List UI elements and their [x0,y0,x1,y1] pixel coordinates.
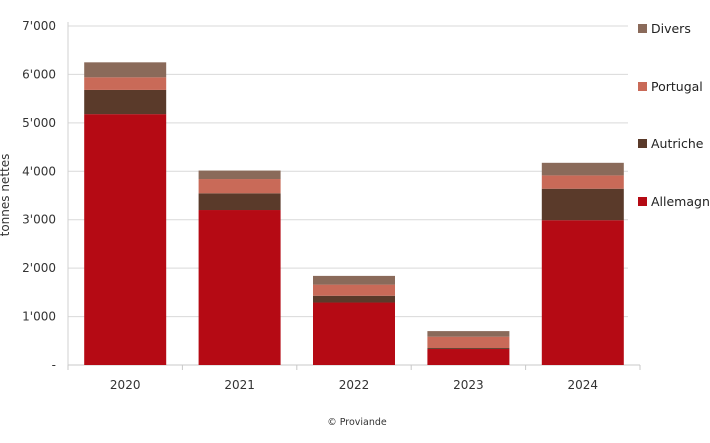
x-tick-label: 2022 [339,378,370,392]
bar-segment-allemagne-2022 [313,302,395,365]
bar-segment-portugal-2023 [427,336,510,349]
legend-label-portugal: Portugal [651,79,703,94]
y-axis-label: tonnes nettes [0,154,12,237]
x-tick-label: 2023 [453,378,484,392]
bar-segment-portugal-2024 [541,175,624,189]
bar-segment-autriche-2024 [541,188,624,221]
bar-segment-divers-2022 [313,275,395,285]
y-tick-label: 5'000 [22,116,56,130]
bar-segment-allemagne-2021 [198,210,281,365]
bar-segment-portugal-2022 [313,284,395,296]
bar-segment-divers-2023 [427,331,510,337]
legend-label-divers: Divers [651,21,691,36]
bar-segment-autriche-2021 [198,193,281,211]
bar-segment-allemagne-2020 [84,114,167,365]
bar-segment-autriche-2023 [427,348,510,350]
bar-segment-divers-2020 [84,62,167,78]
legend-swatch-allemagne [638,197,647,206]
x-tick-label: 2020 [110,378,141,392]
y-tick-label: 3'000 [22,213,56,227]
x-tick-label: 2024 [568,378,599,392]
y-tick-label: 4'000 [22,164,56,178]
y-tick-label: 7'000 [22,19,56,33]
legend-label-allemagne: Allemagne [651,194,710,209]
bar-segment-autriche-2020 [84,89,167,115]
y-tick-label: 1'000 [22,310,56,324]
y-tick-label: 2'000 [22,261,56,275]
bar-segment-autriche-2022 [313,295,395,303]
legend-swatch-autriche [638,139,647,148]
legend-swatch-divers [638,24,647,33]
legend-label-autriche: Autriche [651,136,704,151]
y-tick-label: - [52,358,56,372]
bar-segment-allemagne-2024 [541,220,624,365]
bar-segment-divers-2024 [541,162,624,176]
bar-segment-portugal-2020 [84,77,167,90]
bar-segment-portugal-2021 [198,179,281,194]
footer-credit: © Proviande [327,417,387,428]
legend-swatch-portugal [638,82,647,91]
bar-segment-allemagne-2023 [427,349,510,365]
x-tick-label: 2021 [224,378,255,392]
y-tick-label: 6'000 [22,67,56,81]
bar-segment-divers-2021 [198,170,281,180]
